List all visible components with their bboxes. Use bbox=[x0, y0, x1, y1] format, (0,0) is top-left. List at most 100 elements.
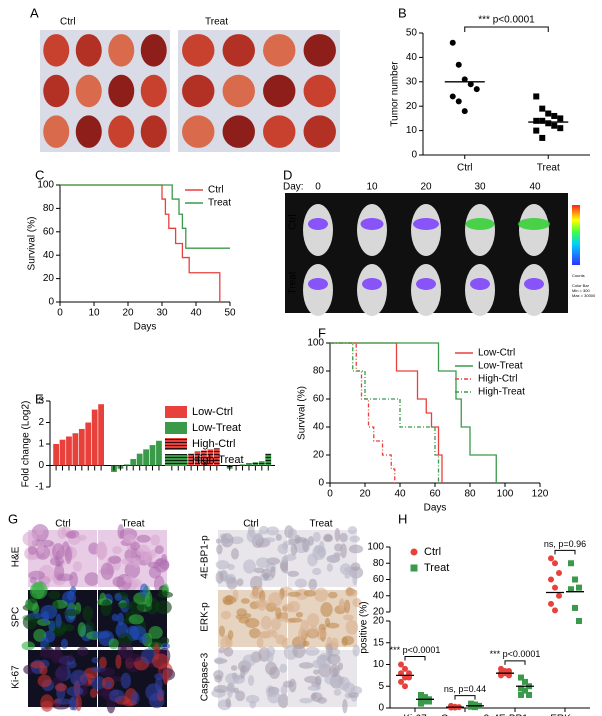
texture bbox=[265, 661, 278, 676]
texture bbox=[307, 535, 314, 546]
point bbox=[468, 700, 474, 707]
bar bbox=[258, 461, 265, 466]
signal bbox=[362, 278, 382, 290]
panel-label: B bbox=[398, 5, 407, 20]
texture bbox=[118, 602, 133, 609]
annotation: *** p<0.0001 bbox=[490, 649, 541, 659]
y-tick-label: -1 bbox=[35, 482, 44, 493]
bar bbox=[136, 453, 143, 466]
colorbar-unit: Counts bbox=[572, 273, 585, 278]
colorbar bbox=[572, 205, 580, 265]
texture bbox=[312, 531, 321, 543]
texture bbox=[338, 600, 345, 610]
bar bbox=[53, 444, 59, 466]
texture bbox=[60, 638, 68, 649]
point bbox=[422, 698, 428, 705]
texture bbox=[70, 586, 77, 595]
texture bbox=[100, 562, 114, 581]
point bbox=[572, 604, 578, 611]
survival-line bbox=[330, 342, 440, 483]
texture bbox=[352, 572, 358, 586]
texture bbox=[236, 578, 244, 587]
day-label: Day: bbox=[283, 182, 304, 193]
lung bbox=[263, 115, 296, 148]
texture bbox=[288, 528, 297, 539]
y-tick-label: 20 bbox=[373, 616, 385, 627]
y-axis-label: positive (%) bbox=[359, 601, 370, 653]
signal bbox=[465, 218, 495, 230]
bar bbox=[123, 464, 130, 466]
y-tick-label: 80 bbox=[373, 558, 385, 569]
lung bbox=[222, 34, 255, 67]
texture bbox=[136, 534, 151, 543]
texture bbox=[255, 599, 269, 608]
texture bbox=[162, 668, 169, 685]
texture bbox=[148, 566, 162, 579]
point bbox=[522, 678, 528, 685]
texture bbox=[279, 663, 288, 673]
texture bbox=[260, 615, 272, 630]
row-label: Treat bbox=[288, 271, 299, 294]
point bbox=[398, 661, 404, 668]
texture bbox=[68, 696, 76, 711]
texture bbox=[350, 562, 361, 571]
point bbox=[556, 592, 562, 599]
survival-line bbox=[330, 342, 396, 483]
point bbox=[533, 127, 540, 134]
bar bbox=[143, 449, 149, 466]
texture bbox=[311, 692, 317, 700]
x-tick-label: 80 bbox=[464, 489, 476, 500]
x-tick-label: 100 bbox=[497, 489, 514, 500]
lung bbox=[140, 115, 167, 148]
texture bbox=[352, 644, 360, 657]
panel-label: H bbox=[398, 511, 407, 526]
y-tick-label: 20 bbox=[313, 450, 325, 461]
annotation: ns, p=0.44 bbox=[444, 684, 486, 694]
texture bbox=[316, 697, 327, 704]
y-tick-label: 20 bbox=[373, 607, 385, 618]
bar bbox=[78, 428, 85, 466]
texture bbox=[155, 600, 172, 615]
texture bbox=[326, 563, 333, 572]
day: 10 bbox=[366, 182, 378, 193]
x-tick-label: Ctrl bbox=[457, 163, 473, 174]
x-tick-label: Caspase-3 bbox=[441, 714, 490, 716]
row-label: Ki-67 bbox=[11, 665, 22, 689]
lung bbox=[303, 74, 336, 108]
texture bbox=[304, 646, 320, 656]
point bbox=[518, 691, 524, 698]
texture bbox=[312, 669, 320, 675]
texture bbox=[149, 549, 157, 558]
y-tick-label: 100 bbox=[367, 542, 384, 553]
point bbox=[552, 584, 558, 591]
point bbox=[506, 672, 512, 679]
texture bbox=[240, 598, 250, 604]
annotation: *** p<0.0001 bbox=[390, 645, 441, 655]
texture bbox=[294, 578, 308, 588]
bar bbox=[98, 404, 104, 466]
legend-swatch bbox=[165, 406, 187, 418]
x-tick-label: ERK-p bbox=[550, 714, 580, 716]
point bbox=[518, 685, 524, 692]
texture bbox=[327, 591, 338, 599]
texture bbox=[37, 540, 45, 554]
point bbox=[461, 76, 468, 83]
legend-label: High-Treat bbox=[192, 454, 244, 466]
bracket bbox=[554, 549, 576, 555]
point bbox=[418, 700, 424, 707]
texture bbox=[263, 537, 276, 543]
bar bbox=[72, 433, 79, 466]
texture bbox=[302, 640, 310, 647]
texture bbox=[28, 545, 37, 556]
texture bbox=[230, 536, 244, 545]
lung bbox=[75, 115, 102, 148]
row-label: Ctrl bbox=[288, 214, 299, 230]
point bbox=[576, 618, 582, 624]
y-tick-label: 0 bbox=[411, 150, 417, 161]
texture bbox=[255, 532, 263, 544]
texture bbox=[266, 651, 274, 663]
texture bbox=[99, 667, 116, 677]
y-tick-label: 60 bbox=[313, 394, 325, 405]
point bbox=[545, 120, 552, 127]
texture bbox=[90, 676, 106, 690]
